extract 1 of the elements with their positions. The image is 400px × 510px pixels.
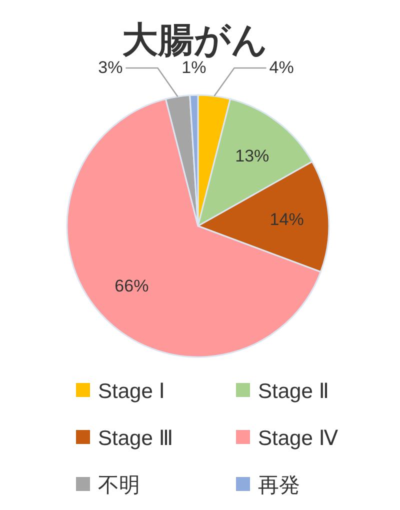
title: 大腸がん	[122, 19, 268, 60]
